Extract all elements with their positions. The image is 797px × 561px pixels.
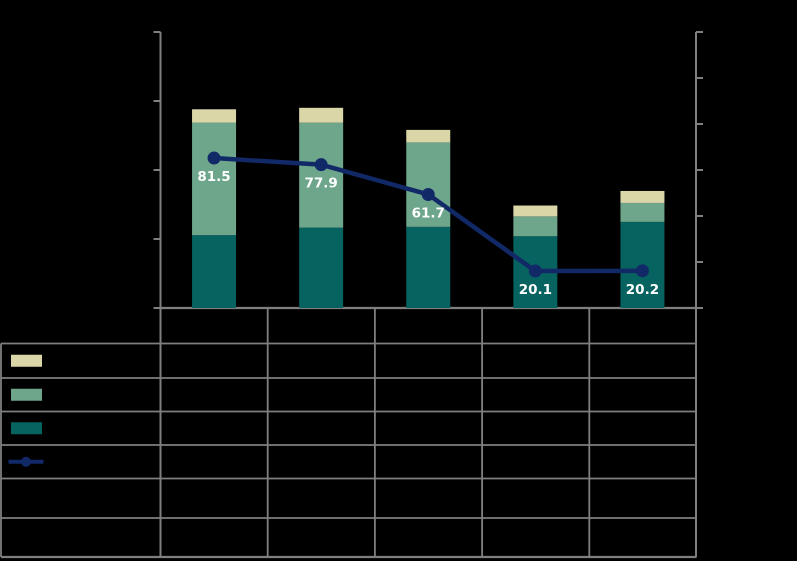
bar-segment-bar-stack-bottom (406, 226, 451, 308)
data-label: 61.7 (412, 205, 445, 221)
data-label: 77.9 (304, 176, 337, 192)
line-marker (635, 264, 649, 278)
bar-segment-bar-stack-middle (513, 216, 558, 237)
line-marker (421, 187, 435, 201)
bar-segment-bar-stack-middle (620, 202, 665, 222)
legend-line-marker (21, 456, 31, 467)
bar-segment-bar-stack-middle (299, 122, 344, 228)
bar-segment-bar-stack-top (620, 190, 665, 203)
legend-swatch-teal (11, 422, 42, 435)
legend-swatch-green (11, 388, 42, 401)
data-label: 20.2 (626, 282, 659, 298)
data-label: 81.5 (197, 169, 230, 185)
line-marker (207, 151, 221, 165)
legend-swatch-cream (11, 354, 42, 367)
line-marker (314, 158, 328, 172)
bar-segment-bar-stack-bottom (192, 235, 237, 308)
data-label: 20.1 (519, 282, 552, 298)
bar-segment-bar-stack-middle (192, 122, 237, 236)
bar-segment-bar-stack-bottom (299, 227, 344, 308)
bar-segment-bar-stack-top (299, 107, 344, 123)
bar-segment-bar-stack-top (406, 129, 451, 143)
bar-segment-bar-stack-top (513, 205, 558, 217)
line-marker (528, 264, 542, 278)
bar-segment-bar-stack-top (192, 109, 237, 123)
bar-segment-bar-stack-middle (406, 142, 451, 227)
